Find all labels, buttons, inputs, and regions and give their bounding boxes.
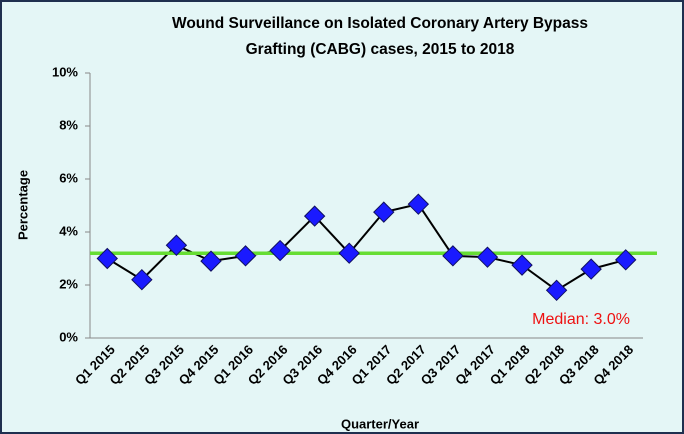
y-tick-label: 6%: [59, 170, 78, 185]
marker: [407, 193, 430, 215]
chart-title: Wound Surveillance on Isolated Coronary …: [172, 15, 588, 32]
y-axis-label: Percentage: [15, 170, 30, 240]
marker: [303, 205, 326, 227]
marker: [615, 249, 637, 271]
marker: [476, 246, 499, 268]
x-axis-label: Quarter/Year: [341, 416, 419, 431]
marker: [511, 254, 533, 276]
y-tick-label: 4%: [59, 223, 78, 238]
marker: [338, 242, 360, 264]
median-label: Median: 3.0%: [532, 311, 630, 328]
y-tick-label: 0%: [59, 329, 78, 344]
marker: [373, 201, 395, 223]
marker: [131, 268, 153, 291]
y-tick-label: 10%: [52, 64, 78, 79]
chart-title: Grafting (CABG) cases, 2015 to 2018: [246, 41, 515, 58]
marker: [580, 258, 602, 280]
marker: [200, 250, 222, 272]
y-tick-label: 2%: [59, 276, 78, 291]
marker: [545, 279, 568, 302]
y-tick-label: 8%: [59, 117, 78, 132]
marker: [442, 245, 464, 267]
marker: [96, 247, 118, 270]
marker: [269, 239, 291, 262]
marker: [165, 234, 188, 256]
marker: [234, 245, 257, 267]
